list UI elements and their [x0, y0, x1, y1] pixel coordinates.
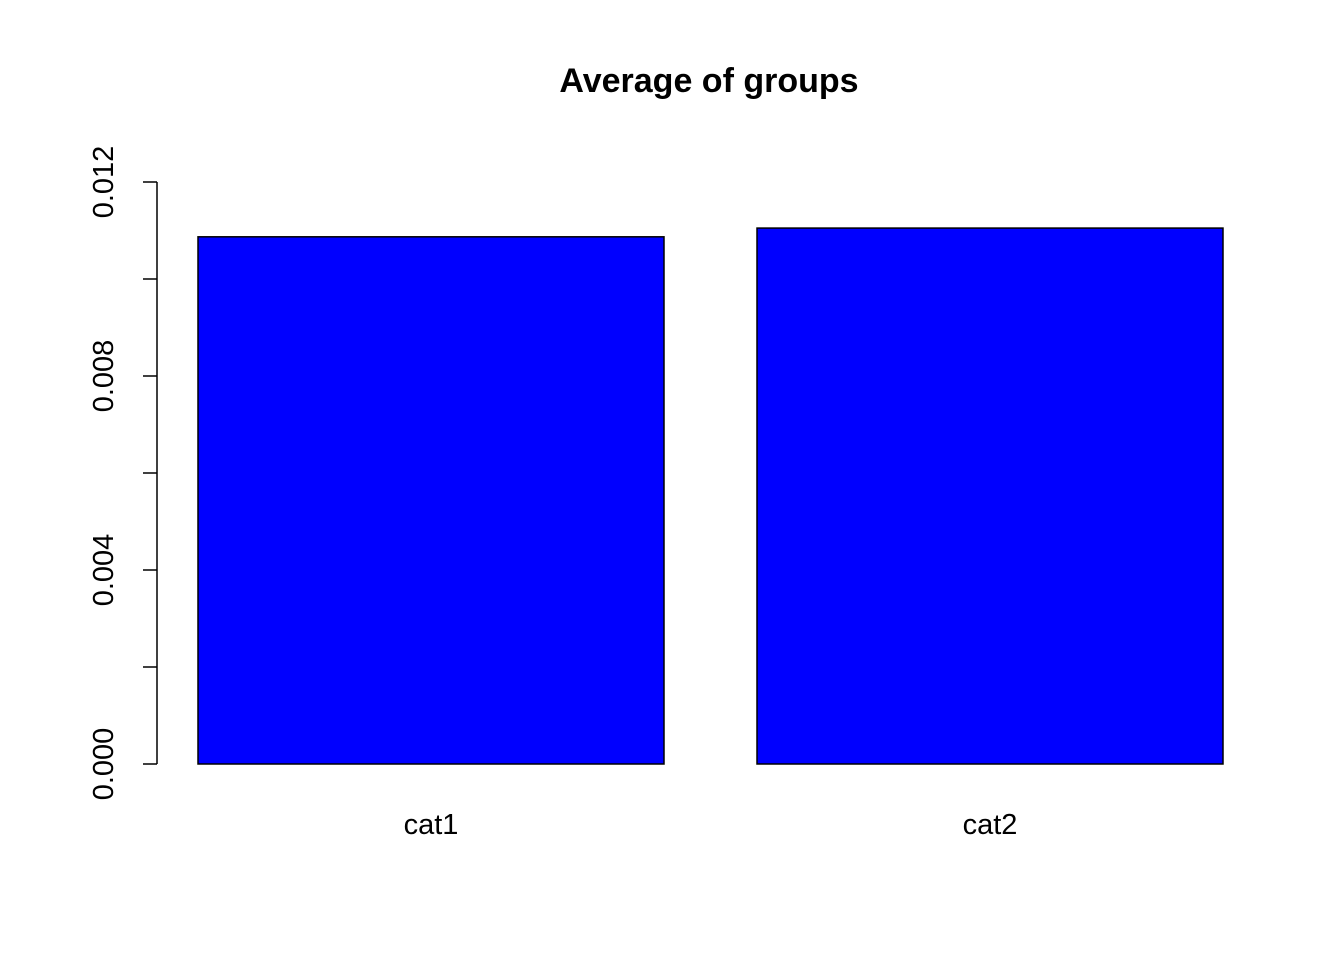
x-category-label: cat2	[963, 809, 1018, 841]
x-category-label: cat1	[404, 809, 459, 841]
x-axis-labels: cat1 cat2	[404, 809, 1018, 841]
bar-cat2	[756, 227, 1224, 765]
chart-title: Average of groups	[559, 62, 858, 100]
bars-group	[197, 227, 1224, 765]
y-tick-label: 0.004	[88, 534, 120, 607]
y-axis: 0.000 0.004 0.008 0.012	[88, 146, 158, 801]
y-tick-label: 0.000	[88, 728, 120, 801]
y-tick-label: 0.008	[88, 340, 120, 413]
bar-cat1	[197, 236, 665, 765]
y-tick-label: 0.012	[88, 146, 120, 219]
